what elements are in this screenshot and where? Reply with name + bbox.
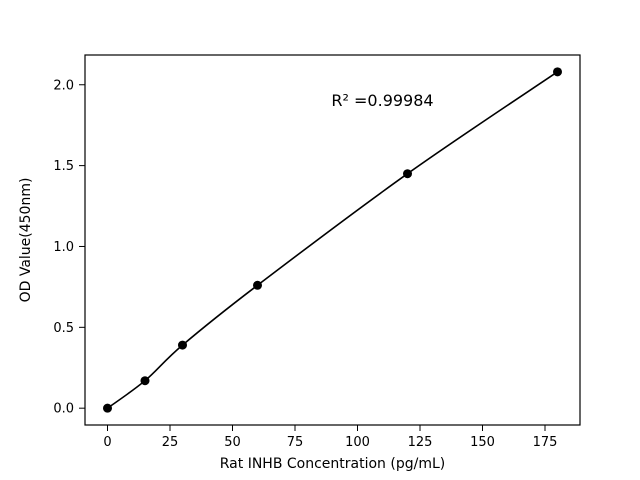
x-axis-label: Rat INHB Concentration (pg/mL) <box>220 456 445 472</box>
x-tick-label: 150 <box>470 435 495 450</box>
data-point-marker <box>178 340 187 350</box>
data-point-marker <box>553 67 562 77</box>
data-point-marker <box>103 403 112 413</box>
y-tick-label: 2.0 <box>53 78 74 93</box>
y-tick-label: 0.0 <box>53 402 74 417</box>
data-point-marker <box>253 280 262 290</box>
plot-border <box>84 54 581 426</box>
y-tick-label: 1.0 <box>53 240 74 255</box>
x-tick-label: 50 <box>224 435 241 450</box>
r-squared-annotation: R² =0.99984 <box>331 91 433 110</box>
y-tick-label: 1.5 <box>53 159 74 174</box>
y-tick-label: 0.5 <box>53 321 74 336</box>
x-tick-label: 175 <box>533 435 558 450</box>
x-tick-label: 100 <box>345 435 370 450</box>
x-tick-label: 25 <box>162 435 179 450</box>
data-point-marker <box>403 169 412 179</box>
x-tick-label: 0 <box>103 435 111 450</box>
x-tick-label: 125 <box>408 435 433 450</box>
y-axis-label: OD Value(450nm) <box>18 178 34 303</box>
x-tick-label: 75 <box>287 435 304 450</box>
data-point-marker <box>140 376 150 386</box>
